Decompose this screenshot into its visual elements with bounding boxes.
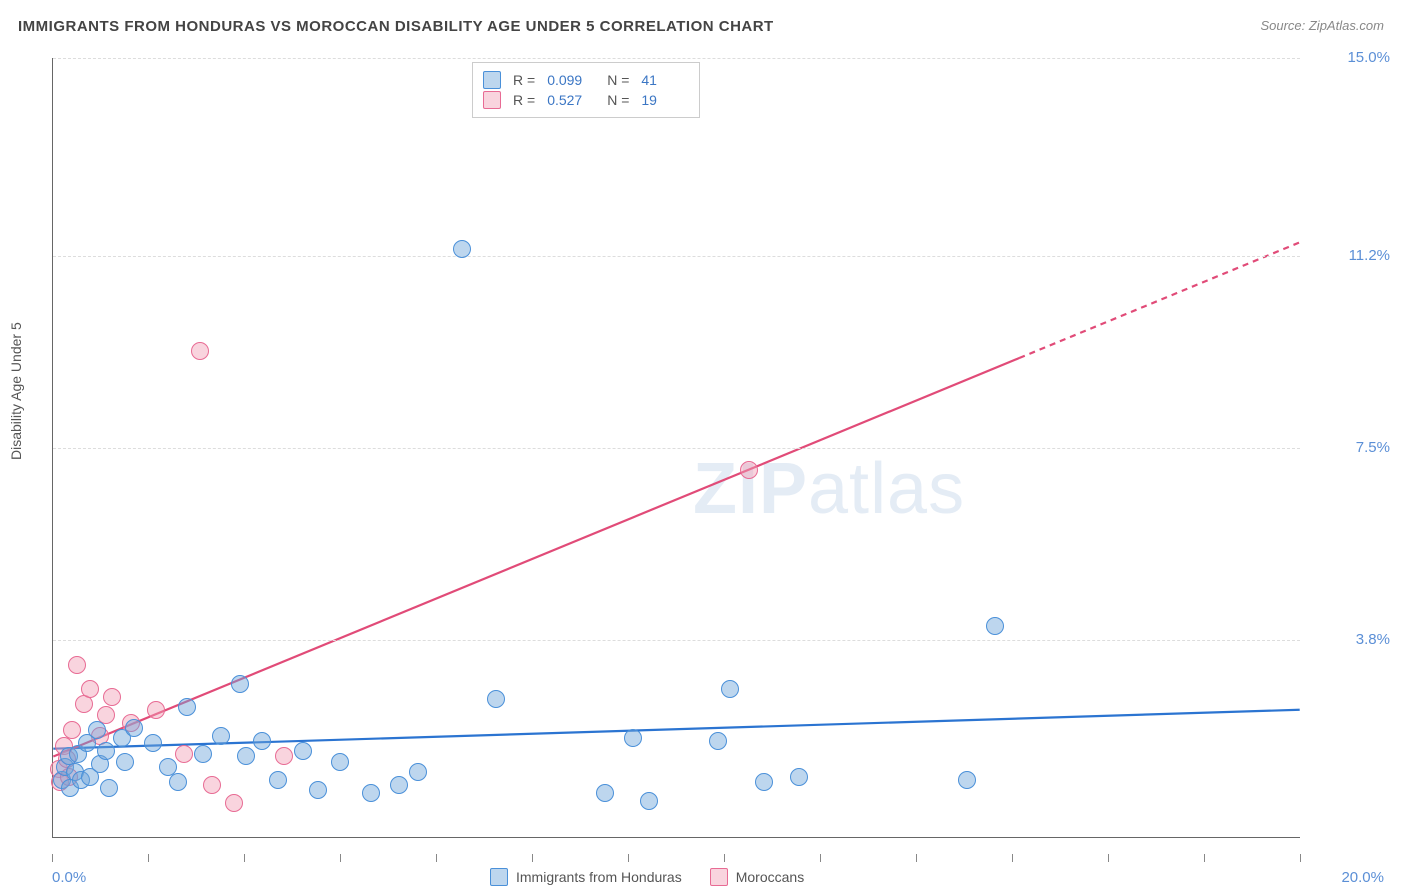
data-point — [755, 773, 773, 791]
data-point — [390, 776, 408, 794]
y-axis-label: Disability Age Under 5 — [8, 322, 24, 460]
pink-n-value: 19 — [641, 92, 689, 108]
data-point — [740, 461, 758, 479]
data-point — [203, 776, 221, 794]
data-point — [487, 690, 505, 708]
x-tick — [1204, 854, 1205, 862]
legend-item-pink: Moroccans — [710, 868, 804, 886]
series-legend: Immigrants from Honduras Moroccans — [490, 868, 804, 886]
data-point — [709, 732, 727, 750]
data-point — [453, 240, 471, 258]
data-point — [362, 784, 380, 802]
data-point — [294, 742, 312, 760]
r-label: R = — [513, 72, 535, 88]
gridline — [53, 448, 1300, 449]
x-tick — [1012, 854, 1013, 862]
x-tick — [148, 854, 149, 862]
watermark-light: atlas — [808, 449, 965, 529]
x-tick — [1108, 854, 1109, 862]
data-point — [144, 734, 162, 752]
gridline — [53, 256, 1300, 257]
x-tick — [628, 854, 629, 862]
data-point — [68, 656, 86, 674]
data-point — [721, 680, 739, 698]
pink-series-label: Moroccans — [736, 869, 804, 885]
data-point — [958, 771, 976, 789]
legend-row-blue: R = 0.099 N = 41 — [483, 71, 689, 89]
blue-n-value: 41 — [641, 72, 689, 88]
pink-r-value: 0.527 — [547, 92, 595, 108]
pink-swatch — [483, 91, 501, 109]
data-point — [100, 779, 118, 797]
data-point — [169, 773, 187, 791]
data-point — [178, 698, 196, 716]
blue-series-label: Immigrants from Honduras — [516, 869, 682, 885]
chart-title: IMMIGRANTS FROM HONDURAS VS MOROCCAN DIS… — [18, 18, 774, 35]
data-point — [309, 781, 327, 799]
data-point — [191, 342, 209, 360]
data-point — [331, 753, 349, 771]
x-tick — [436, 854, 437, 862]
data-point — [253, 732, 271, 750]
data-point — [212, 727, 230, 745]
data-point — [231, 675, 249, 693]
x-tick — [52, 854, 53, 862]
scatter-plot-area: ZIPatlas 3.8%7.5%11.2%15.0% — [52, 58, 1300, 838]
x-tick — [916, 854, 917, 862]
data-point — [97, 742, 115, 760]
data-point — [790, 768, 808, 786]
data-point — [986, 617, 1004, 635]
data-point — [147, 701, 165, 719]
n-label: N = — [607, 72, 629, 88]
data-point — [640, 792, 658, 810]
y-tick-label: 15.0% — [1310, 49, 1390, 66]
watermark: ZIPatlas — [693, 448, 965, 530]
source-prefix: Source: — [1260, 18, 1308, 33]
blue-swatch — [490, 868, 508, 886]
legend-item-blue: Immigrants from Honduras — [490, 868, 682, 886]
n-label: N = — [607, 92, 629, 108]
x-tick — [820, 854, 821, 862]
data-point — [194, 745, 212, 763]
pink-swatch — [710, 868, 728, 886]
data-point — [88, 721, 106, 739]
x-tick — [244, 854, 245, 862]
data-point — [75, 695, 93, 713]
y-tick-label: 11.2% — [1310, 247, 1390, 264]
y-tick-label: 3.8% — [1310, 631, 1390, 648]
r-label: R = — [513, 92, 535, 108]
data-point — [81, 680, 99, 698]
data-point — [409, 763, 427, 781]
source-attribution: Source: ZipAtlas.com — [1260, 18, 1384, 33]
data-point — [596, 784, 614, 802]
x-axis-max-label: 20.0% — [1341, 869, 1384, 886]
x-tick — [532, 854, 533, 862]
x-tick — [1300, 854, 1301, 862]
x-axis-min-label: 0.0% — [52, 869, 86, 886]
data-point — [237, 747, 255, 765]
gridline — [53, 640, 1300, 641]
source-link[interactable]: ZipAtlas.com — [1309, 18, 1384, 33]
data-point — [103, 688, 121, 706]
legend-row-pink: R = 0.527 N = 19 — [483, 91, 689, 109]
x-tick — [340, 854, 341, 862]
data-point — [624, 729, 642, 747]
data-point — [116, 753, 134, 771]
data-point — [225, 794, 243, 812]
x-axis-ticks — [52, 852, 1300, 862]
data-point — [63, 721, 81, 739]
data-point — [275, 747, 293, 765]
blue-r-value: 0.099 — [547, 72, 595, 88]
data-point — [125, 719, 143, 737]
data-point — [269, 771, 287, 789]
blue-swatch — [483, 71, 501, 89]
x-tick — [724, 854, 725, 862]
correlation-legend: R = 0.099 N = 41 R = 0.527 N = 19 — [472, 62, 700, 118]
gridline — [53, 58, 1300, 59]
y-tick-label: 7.5% — [1310, 439, 1390, 456]
data-point — [175, 745, 193, 763]
